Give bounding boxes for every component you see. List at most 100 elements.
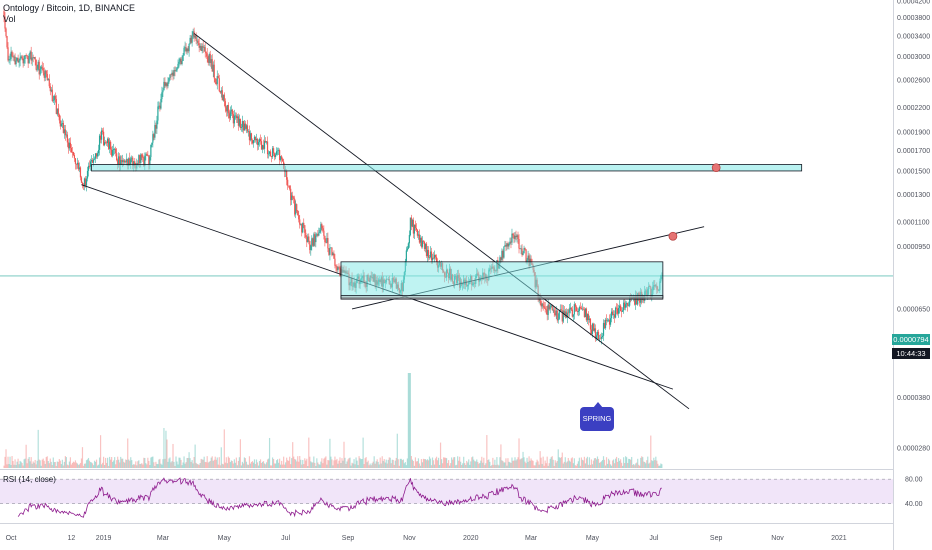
candle-body bbox=[331, 247, 333, 256]
candle-body bbox=[297, 211, 299, 216]
candle-body bbox=[180, 58, 182, 64]
candle-body bbox=[47, 79, 49, 81]
candle-body bbox=[159, 105, 161, 109]
volume-bar bbox=[622, 465, 624, 468]
candle-body bbox=[602, 323, 605, 336]
volume-bar bbox=[416, 461, 419, 468]
candle-body bbox=[515, 235, 517, 238]
volume-bar bbox=[347, 459, 349, 468]
volume-bar bbox=[162, 459, 164, 468]
candle-body bbox=[56, 108, 58, 115]
volume-bar bbox=[292, 442, 294, 468]
volume-bar bbox=[193, 456, 195, 468]
volume-bar bbox=[335, 460, 337, 468]
candle-body bbox=[555, 310, 557, 316]
volume-bar bbox=[552, 459, 554, 468]
candle-body bbox=[148, 155, 150, 165]
volume-bar bbox=[462, 463, 464, 468]
volume-bar bbox=[75, 462, 78, 468]
candle-body bbox=[427, 249, 430, 258]
volume-bar bbox=[614, 458, 617, 468]
volume-bar bbox=[200, 458, 202, 468]
volume-bar bbox=[247, 464, 250, 468]
candle-body bbox=[338, 267, 340, 268]
candle-body bbox=[200, 45, 202, 51]
volume-bar bbox=[96, 465, 99, 468]
candle-body bbox=[10, 51, 12, 60]
volume-bar bbox=[3, 465, 5, 468]
candle-body bbox=[329, 247, 331, 255]
volume-bar bbox=[7, 456, 9, 468]
candle-body bbox=[524, 248, 526, 250]
volume-bar bbox=[117, 456, 119, 468]
time-tick-label: Oct bbox=[6, 535, 17, 542]
candle-body bbox=[203, 47, 205, 48]
volume-bar bbox=[424, 459, 427, 468]
candle-body bbox=[636, 295, 638, 305]
volume-bar bbox=[152, 456, 154, 468]
candle-body bbox=[3, 11, 5, 17]
volume-bar bbox=[480, 460, 482, 468]
candle-body bbox=[595, 335, 598, 339]
volume-bar bbox=[197, 464, 199, 468]
candle-body bbox=[327, 238, 329, 249]
candle-body bbox=[528, 255, 530, 267]
candle-body bbox=[517, 235, 519, 240]
volume-bar bbox=[178, 457, 180, 468]
candle-body bbox=[277, 150, 279, 152]
volume-bar bbox=[209, 460, 211, 468]
volume-bar bbox=[616, 461, 619, 468]
candle-body bbox=[126, 158, 128, 163]
volume-bar bbox=[208, 461, 210, 468]
volume-bar bbox=[525, 463, 527, 468]
volume-bar bbox=[213, 459, 215, 468]
volume-bar bbox=[427, 460, 430, 468]
candle-body bbox=[109, 141, 111, 149]
volume-bar bbox=[248, 456, 251, 468]
candle-body bbox=[626, 303, 628, 305]
candle-body bbox=[94, 153, 97, 159]
candle-body bbox=[625, 304, 627, 308]
candle-body bbox=[428, 257, 431, 258]
volume-bar bbox=[158, 459, 160, 468]
volume-bar bbox=[350, 465, 352, 468]
volume-bar bbox=[319, 464, 321, 468]
candle-body bbox=[33, 57, 35, 59]
candle-body bbox=[217, 76, 219, 79]
volume-bar bbox=[329, 438, 331, 468]
candle-body bbox=[140, 154, 142, 163]
volume-bar bbox=[507, 458, 509, 468]
candle-body bbox=[559, 309, 561, 312]
volume-bar bbox=[143, 457, 145, 468]
volume-bar bbox=[419, 465, 422, 468]
candle-body bbox=[410, 217, 412, 227]
volume-bar bbox=[644, 462, 646, 468]
candle-body bbox=[264, 140, 267, 143]
volume-bar bbox=[84, 463, 87, 468]
volume-bar bbox=[524, 461, 526, 468]
price-tick-label: 0.0001900 bbox=[897, 129, 930, 136]
candle-body bbox=[271, 148, 274, 157]
spring-annotation[interactable]: SPRING bbox=[580, 402, 614, 431]
volume-bar bbox=[408, 373, 410, 468]
volume-bar bbox=[573, 458, 575, 468]
volume-bar bbox=[137, 461, 139, 468]
volume-bar bbox=[522, 451, 524, 468]
volume-bar bbox=[520, 458, 522, 468]
volume-bar bbox=[244, 458, 247, 468]
candle-body bbox=[149, 157, 151, 165]
volume-bar bbox=[439, 442, 442, 468]
volume-bar bbox=[624, 463, 626, 468]
volume-bar bbox=[477, 461, 479, 468]
volume-bar bbox=[266, 459, 269, 468]
volume-bar bbox=[231, 461, 233, 468]
candle-body bbox=[161, 92, 163, 100]
drawings[interactable] bbox=[81, 33, 803, 410]
volume-bar bbox=[326, 464, 328, 468]
candle-body bbox=[66, 134, 68, 143]
volume-bar bbox=[356, 460, 358, 468]
candle-body bbox=[435, 257, 438, 262]
candle-body bbox=[145, 154, 147, 156]
candle-body bbox=[162, 90, 164, 93]
